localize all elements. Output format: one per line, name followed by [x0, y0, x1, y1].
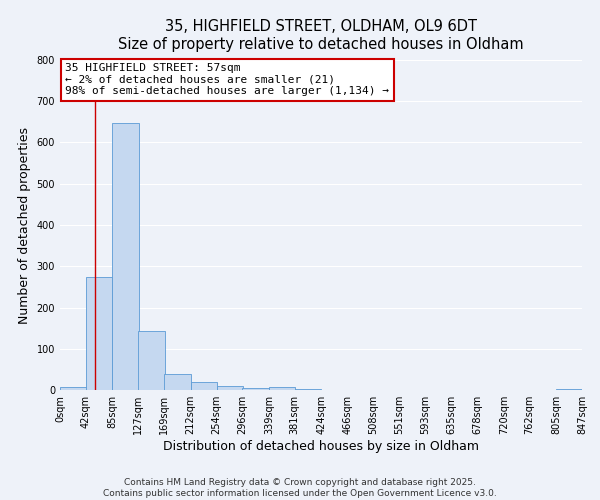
Bar — [86, 276, 112, 390]
Bar — [138, 331, 165, 390]
Text: 35 HIGHFIELD STREET: 57sqm
← 2% of detached houses are smaller (21)
98% of semi-: 35 HIGHFIELD STREET: 57sqm ← 2% of detac… — [65, 64, 389, 96]
Y-axis label: Number of detached properties: Number of detached properties — [18, 126, 31, 324]
Bar — [295, 389, 322, 390]
Bar — [60, 386, 86, 390]
Bar — [112, 122, 139, 390]
Bar — [164, 374, 191, 390]
Bar — [269, 386, 295, 390]
X-axis label: Distribution of detached houses by size in Oldham: Distribution of detached houses by size … — [163, 440, 479, 453]
Text: Contains HM Land Registry data © Crown copyright and database right 2025.
Contai: Contains HM Land Registry data © Crown c… — [103, 478, 497, 498]
Bar — [217, 386, 243, 390]
Bar — [556, 389, 583, 390]
Bar — [242, 388, 269, 390]
Bar — [191, 382, 217, 390]
Title: 35, HIGHFIELD STREET, OLDHAM, OL9 6DT
Size of property relative to detached hous: 35, HIGHFIELD STREET, OLDHAM, OL9 6DT Si… — [118, 20, 524, 52]
